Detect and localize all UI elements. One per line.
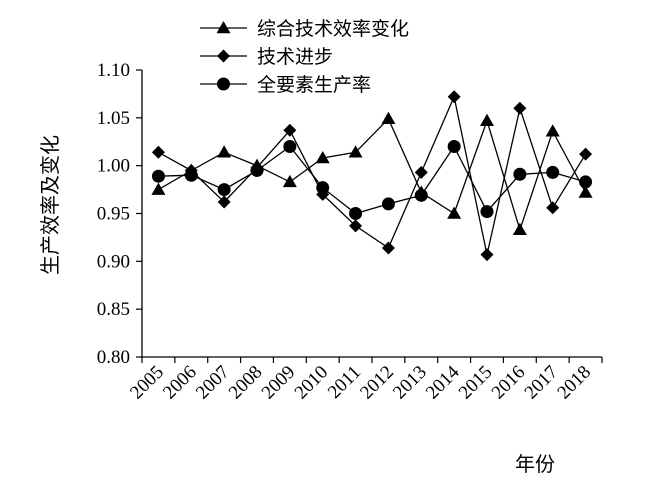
y-tick-label: 1.10 [97, 60, 130, 81]
x-tick-label: 2018 [553, 362, 595, 404]
data-point-triangle [217, 145, 232, 158]
data-point-triangle [578, 185, 593, 198]
legend-marker-triangle [216, 21, 231, 34]
x-tick-label: 2009 [258, 362, 300, 404]
data-point-circle [546, 165, 560, 179]
y-axis-title: 生产效率及变化 [38, 135, 62, 275]
y-tick-label: 1.00 [97, 156, 130, 177]
y-tick-labels: 0.80 0.85 0.90 0.95 1.00 1.05 1.10 [97, 60, 130, 368]
data-point-triangle [151, 182, 166, 195]
series-line-1 [158, 117, 587, 232]
data-point-diamond [447, 90, 461, 104]
legend-marker-circle [217, 77, 230, 91]
x-tick-label: 2017 [521, 362, 563, 404]
data-point-circle [414, 188, 428, 202]
x-tick-label: 2011 [324, 362, 365, 403]
x-tick-label: 2013 [389, 362, 431, 404]
data-point-circle [283, 140, 297, 154]
x-axis-title: 年份 [515, 452, 555, 476]
y-tick-label: 0.90 [97, 251, 130, 272]
data-point-circle [480, 205, 494, 219]
data-point-triangle [545, 124, 560, 137]
data-point-circle [447, 140, 461, 154]
x-tick-label: 2012 [356, 362, 398, 404]
data-point-circle [151, 169, 165, 183]
x-tick-label: 2008 [225, 362, 267, 404]
x-tick-label: 2014 [422, 361, 464, 403]
x-tick-label: 2005 [126, 362, 168, 404]
data-point-circle [579, 175, 593, 189]
data-point-circle [217, 183, 231, 197]
x-tick-label: 2006 [159, 362, 201, 404]
data-point-circle [513, 167, 527, 181]
data-point-diamond [513, 101, 527, 115]
data-point-circle [184, 168, 198, 182]
data-point-diamond [217, 195, 231, 209]
data-point-diamond [349, 219, 363, 233]
x-tick-label: 2010 [291, 362, 333, 404]
data-point-diamond [579, 147, 593, 161]
data-point-diamond [151, 145, 165, 159]
data-point-diamond [414, 165, 428, 179]
data-point-triangle [315, 151, 330, 164]
legend-label: 技术进步 [257, 46, 333, 68]
x-tick-label: 2015 [455, 362, 497, 404]
data-point-diamond [381, 241, 395, 255]
legend-label: 综合技术效率变化 [257, 18, 409, 40]
data-point-triangle [282, 174, 297, 188]
y-tick-label: 1.05 [97, 108, 130, 129]
data-point-diamond [283, 123, 297, 137]
x-tick-label: 2007 [192, 362, 234, 404]
data-point-triangle [512, 222, 527, 236]
data-point-circle [316, 181, 330, 195]
data-point-circle [381, 197, 395, 211]
legend-marker-diamond [217, 49, 230, 63]
y-tick-label: 0.95 [97, 204, 130, 225]
data-point-diamond [480, 248, 494, 262]
legend-label: 全要素生产率 [257, 74, 371, 96]
data-point-triangle [480, 113, 494, 126]
x-tick-label: 2016 [488, 362, 530, 404]
series-markers [151, 90, 593, 262]
axes [136, 69, 603, 363]
y-tick-label: 0.80 [97, 347, 130, 368]
y-tick-label: 0.85 [97, 299, 130, 320]
data-point-triangle [447, 206, 462, 219]
data-point-circle [250, 163, 264, 177]
data-point-triangle [348, 145, 363, 158]
data-point-triangle [381, 111, 396, 125]
series-line-2 [158, 94, 587, 255]
data-point-circle [349, 207, 363, 220]
data-point-diamond [546, 201, 560, 215]
x-tick-labels: 2005200620072008200920102011201220132014… [126, 361, 595, 403]
